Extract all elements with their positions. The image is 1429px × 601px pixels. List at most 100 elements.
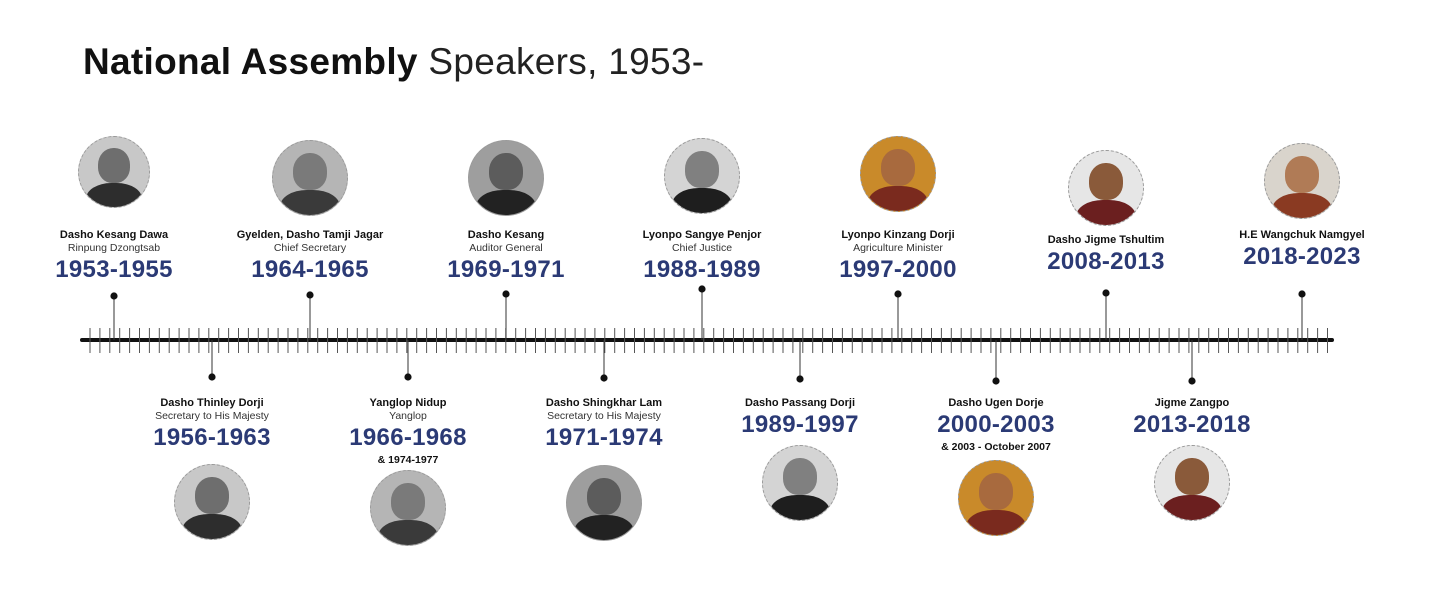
speaker-years: 1964-1965 xyxy=(251,256,369,283)
portrait-body xyxy=(672,187,732,213)
speaker-role: Secretary to His Majesty xyxy=(155,410,269,422)
title-bold: National Assembly xyxy=(83,41,418,82)
timeline-dot xyxy=(698,285,706,293)
speaker-name: Jigme Zangpo xyxy=(1154,397,1230,409)
speaker-portrait xyxy=(860,136,936,212)
speaker-name: Dasho Thinley Dorji xyxy=(160,397,264,409)
speaker-name: Lyonpo Sangye Penjor xyxy=(642,229,762,241)
speaker-years: 1969-1971 xyxy=(447,256,565,283)
speaker-name: Dasho Ugen Dorje xyxy=(948,397,1044,409)
portrait-face xyxy=(1284,155,1319,193)
speaker-portrait xyxy=(272,140,348,216)
portrait-body xyxy=(476,189,536,215)
speaker-entry: Lyonpo Kinzang Dorji Agriculture Minister… xyxy=(778,228,1018,285)
speaker-portrait xyxy=(1068,150,1144,226)
timeline-dot xyxy=(1102,289,1110,297)
speaker-entry: Dasho Ugen Dorje 2000-2003 & 2003 - Octobe… xyxy=(876,396,1116,454)
portrait-body xyxy=(280,189,340,215)
speaker-role: Chief Secretary xyxy=(273,242,347,254)
speaker-years: 1989-1997 xyxy=(741,411,859,438)
timeline-dot xyxy=(502,290,510,298)
speaker-entry: Yanglop Nidup Yanglop 1966-1968 & 1974-1977 xyxy=(288,396,528,467)
speaker-name: Lyonpo Kinzang Dorji xyxy=(841,229,955,241)
speaker-entry: Gyelden, Dasho Tamji Jagar Chief Secretar… xyxy=(190,228,430,285)
speaker-name: Dasho Shingkhar Lam xyxy=(545,397,663,409)
speaker-entry: Lyonpo Sangye Penjor Chief Justice 1988-19… xyxy=(582,228,822,285)
portrait-body xyxy=(182,513,242,539)
speaker-role: Agriculture Minister xyxy=(853,242,943,254)
portrait-body xyxy=(86,183,142,207)
timeline-dot xyxy=(992,377,1000,385)
speaker-portrait xyxy=(174,464,250,540)
portrait-body xyxy=(378,519,438,545)
speaker-portrait xyxy=(1264,143,1340,219)
speaker-years: 2000-2003 xyxy=(937,411,1055,438)
portrait-face xyxy=(1088,162,1123,200)
speaker-role: Yanglop xyxy=(389,410,427,422)
page-title: National Assembly Speakers, 1953- xyxy=(83,40,704,84)
speaker-years: 1997-2000 xyxy=(839,256,957,283)
portrait-face xyxy=(292,152,327,190)
speaker-years: 1953-1955 xyxy=(55,256,173,283)
speaker-years: 2013-2018 xyxy=(1133,411,1251,438)
speaker-name: Yanglop Nidup xyxy=(369,397,447,409)
speaker-portrait xyxy=(468,140,544,216)
speaker-entry: Dasho Thinley Dorji Secretary to His Maje… xyxy=(92,396,332,453)
timeline-dot xyxy=(894,290,902,298)
speaker-name: H.E Wangchuk Namgyel xyxy=(1239,229,1365,241)
portrait-face xyxy=(390,482,425,520)
speaker-portrait xyxy=(78,136,150,208)
timeline-dot xyxy=(208,373,216,381)
timeline-dot xyxy=(796,375,804,383)
speaker-role: Secretary to His Majesty xyxy=(547,410,661,422)
speaker-role: Rinpung Dzongtsab xyxy=(67,242,161,254)
portrait-face xyxy=(194,476,229,514)
speaker-years: 1956-1963 xyxy=(153,424,271,451)
speaker-portrait xyxy=(762,445,838,521)
timeline-dot xyxy=(404,373,412,381)
speaker-years: 2018-2023 xyxy=(1243,243,1361,270)
timeline-dot xyxy=(110,292,118,300)
portrait-face xyxy=(880,148,915,186)
speaker-years: 1988-1989 xyxy=(643,256,761,283)
title-light: Speakers, 1953- xyxy=(428,41,705,82)
speaker-portrait xyxy=(664,138,740,214)
portrait-body xyxy=(966,509,1026,535)
speaker-years: 1966-1968 xyxy=(349,424,467,451)
speaker-portrait xyxy=(958,460,1034,536)
timeline-dot xyxy=(1298,290,1306,298)
speaker-entry: Dasho Jigme Tshultim 2008-2013 xyxy=(986,233,1226,277)
speaker-name: Dasho Kesang Dawa xyxy=(59,229,169,241)
speaker-years: 2008-2013 xyxy=(1047,248,1165,275)
speaker-extra: & 2003 - October 2007 xyxy=(941,441,1051,453)
portrait-face xyxy=(782,457,817,495)
portrait-body xyxy=(574,514,634,540)
speaker-portrait xyxy=(1154,445,1230,521)
portrait-body xyxy=(1162,494,1222,520)
speaker-entry: Dasho Kesang Dawa Rinpung Dzongtsab 1953-1… xyxy=(0,228,234,285)
speaker-name: Gyelden, Dasho Tamji Jagar xyxy=(236,229,384,241)
portrait-face xyxy=(1174,457,1209,495)
speaker-role: Chief Justice xyxy=(671,242,733,254)
speaker-portrait xyxy=(370,470,446,546)
speaker-name: Dasho Passang Dorji xyxy=(744,397,856,409)
speaker-entry: H.E Wangchuk Namgyel 2018-2023 xyxy=(1182,228,1422,272)
speaker-name: Dasho Jigme Tshultim xyxy=(1047,234,1165,246)
speaker-entry: Dasho Kesang Auditor General 1969-1971 xyxy=(386,228,626,285)
speaker-portrait xyxy=(566,465,642,541)
speaker-entry: Dasho Shingkhar Lam Secretary to His Maje… xyxy=(484,396,724,453)
timeline-dot xyxy=(306,291,314,299)
speaker-extra: & 1974-1977 xyxy=(377,454,439,466)
portrait-face xyxy=(978,472,1013,510)
timeline-dot xyxy=(1188,377,1196,385)
portrait-body xyxy=(770,494,830,520)
portrait-body xyxy=(868,185,928,211)
portrait-body xyxy=(1272,192,1332,218)
portrait-face xyxy=(488,152,523,190)
portrait-face xyxy=(586,477,621,515)
portrait-body xyxy=(1076,199,1136,225)
speaker-years: 1971-1974 xyxy=(545,424,663,451)
speaker-entry: Jigme Zangpo 2013-2018 xyxy=(1072,396,1312,440)
speaker-name: Dasho Kesang xyxy=(467,229,545,241)
